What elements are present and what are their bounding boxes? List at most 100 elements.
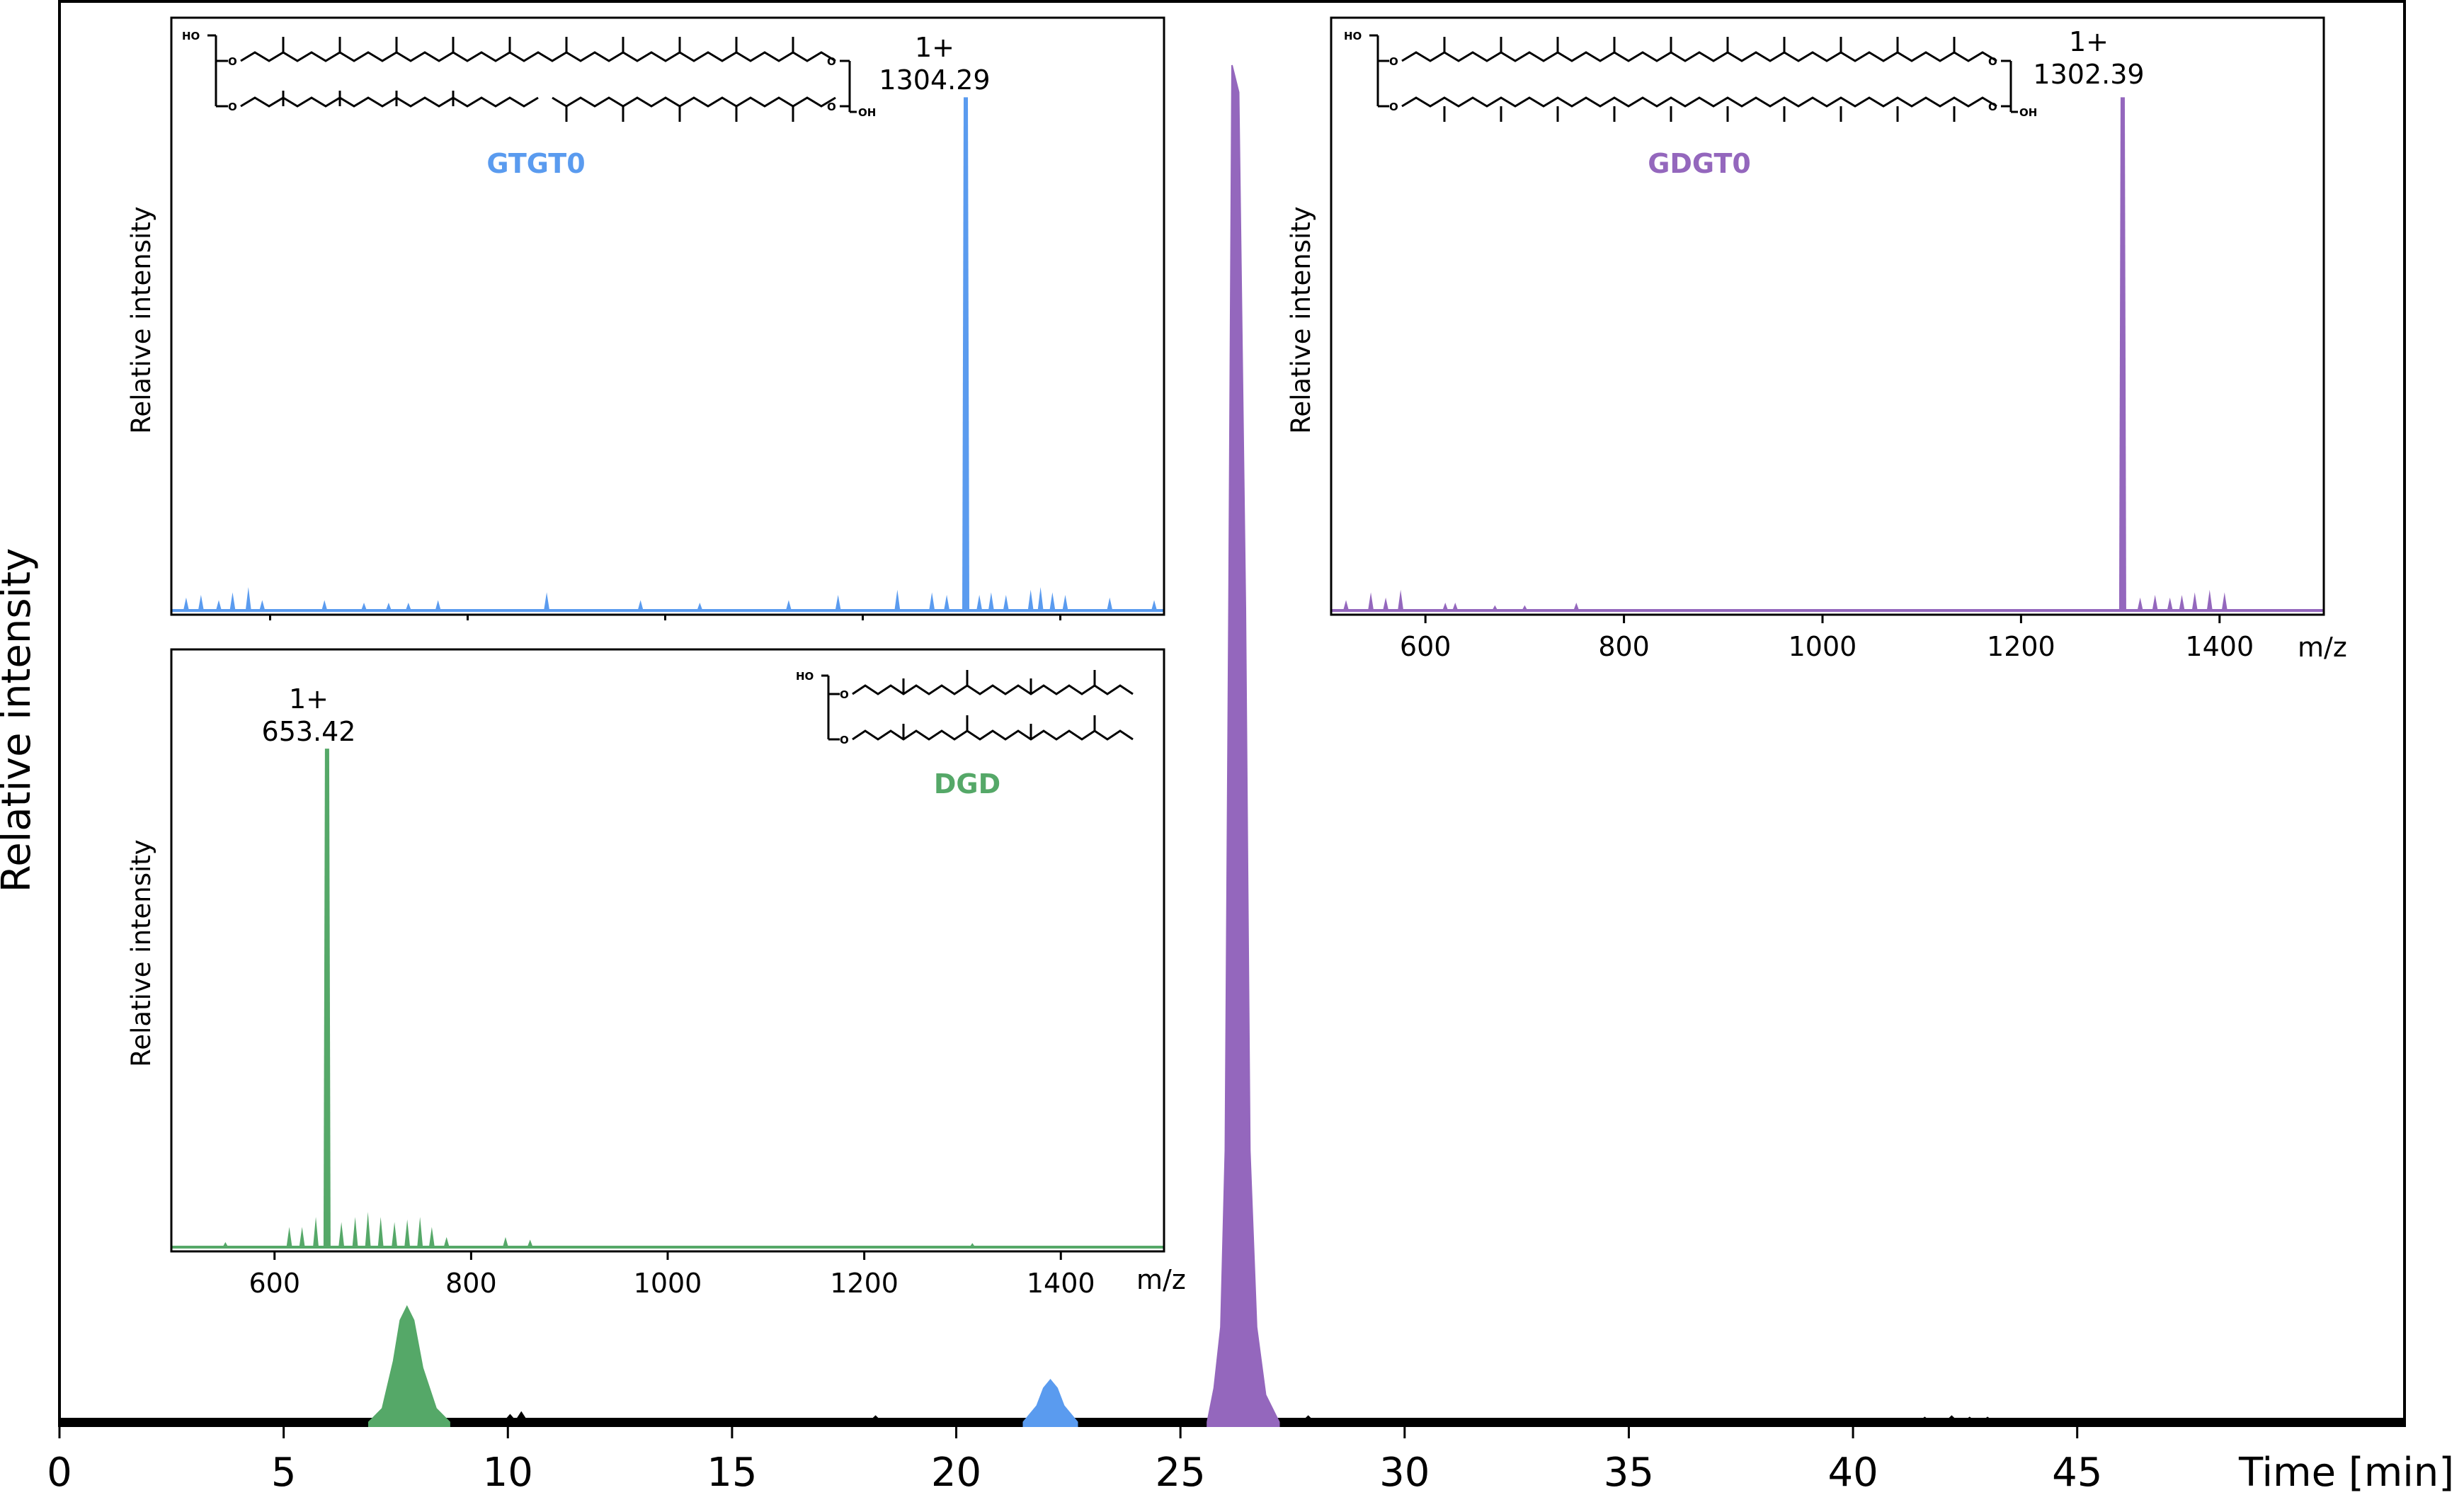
gtgt0-noise-peak-4 bbox=[245, 587, 251, 610]
gdgt0-peak-charge: 1+ bbox=[2069, 26, 2109, 57]
svg-text:HO: HO bbox=[796, 670, 814, 683]
gtgt0-noise-peak-25 bbox=[1062, 595, 1068, 610]
gdgt0-noise-peak-8 bbox=[1573, 603, 1580, 610]
chromatogram-noise-1 bbox=[514, 1411, 529, 1422]
gtgt0-structure: HO O O O O OH bbox=[182, 30, 876, 122]
gdgt0-main-peak bbox=[2118, 97, 2126, 610]
gtgt0-y-axis-label: Relative intensity bbox=[126, 206, 156, 433]
svg-text:O: O bbox=[840, 688, 849, 701]
svg-text:HO: HO bbox=[1344, 30, 1362, 42]
gtgt0-noise-peak-13 bbox=[697, 603, 703, 610]
gtgt0-peak-label: 1304.29 bbox=[879, 64, 990, 96]
chromatogram-noise-6 bbox=[1962, 1416, 1977, 1422]
gdgt0-structure: HO O O O O OH bbox=[1344, 30, 2037, 122]
inset-gtgt0: Relative intensity 1+ 1304.29 GTGT0 HO O… bbox=[126, 16, 1165, 620]
chromatogram-noise-0 bbox=[503, 1414, 518, 1422]
dgd-noise-peak-3 bbox=[313, 1217, 319, 1247]
gdgt0-spectrum bbox=[1331, 97, 2324, 612]
dgd-x-axis-label: m/z bbox=[1136, 1264, 1186, 1295]
gtgt0-noise-peak-5 bbox=[259, 600, 266, 610]
gdgt0-noise-peak-2 bbox=[1383, 597, 1389, 610]
inset-gdgt0: 600 800 1000 1200 1400 m/z Relative intensit… bbox=[1286, 16, 2347, 663]
gtgt0-noise-peak-12 bbox=[637, 600, 644, 610]
gtgt0-noise-peak-15 bbox=[835, 595, 841, 610]
dgd-structure: HO O O bbox=[796, 670, 1134, 746]
gdgt0-x-tick-label-800: 800 bbox=[1598, 631, 1650, 662]
dgd-noise-peak-9 bbox=[404, 1219, 411, 1247]
gtgt0-noise-peak-3 bbox=[229, 592, 236, 610]
chromatogram-y-axis-label: Relative intensity bbox=[0, 548, 40, 892]
gtgt0-noise-peak-7 bbox=[361, 603, 367, 610]
gtgt0-noise-peak-17 bbox=[929, 592, 935, 610]
gtgt0-noise-peak-11 bbox=[544, 592, 550, 610]
dgd-noise-peak-12 bbox=[443, 1237, 450, 1247]
chromatogram-x-tick-label-25: 25 bbox=[1156, 1450, 1206, 1495]
chromatogram-noise-3 bbox=[1301, 1415, 1316, 1422]
gdgt0-noise-peak-6 bbox=[1492, 605, 1498, 610]
chromatogram-x-tick-label-15: 15 bbox=[707, 1450, 757, 1495]
gdgt0-y-axis-label: Relative intensity bbox=[1286, 206, 1316, 433]
dgd-x-tick-label-800: 800 bbox=[445, 1268, 497, 1299]
gdgt0-noise-peak-11 bbox=[2167, 597, 2173, 610]
gtgt0-noise-peak-20 bbox=[988, 592, 994, 610]
gdgt0-frame bbox=[1330, 16, 2325, 616]
gtgt0-noise-peak-18 bbox=[944, 595, 950, 610]
chromatogram-noise-4 bbox=[1917, 1416, 1932, 1422]
chromatogram-series bbox=[59, 64, 2405, 1427]
chromatogram-x-ticks: 0 5 10 15 20 25 30 35 40 45 bbox=[47, 1426, 2102, 1495]
chromatogram-peak-dgd bbox=[368, 1304, 450, 1427]
dgd-noise-peak-1 bbox=[286, 1227, 292, 1247]
svg-text:OH: OH bbox=[2019, 106, 2037, 119]
svg-text:O: O bbox=[1988, 55, 1997, 68]
svg-text:O: O bbox=[827, 55, 836, 68]
svg-text:O: O bbox=[228, 101, 237, 113]
gtgt0-peak-charge: 1+ bbox=[915, 32, 954, 63]
gdgt0-compound-label: GDGT0 bbox=[1648, 148, 1751, 179]
dgd-noise-peak-5 bbox=[352, 1217, 358, 1247]
dgd-noise-peak-7 bbox=[377, 1217, 384, 1247]
chromatogram-peak-gdgt0 bbox=[1207, 64, 1280, 1427]
gdgt0-x-tick-label-1000: 1000 bbox=[1789, 631, 1857, 662]
gtgt0-noise-peak-16 bbox=[894, 589, 901, 610]
gtgt0-noise-peak-14 bbox=[785, 600, 792, 610]
gdgt0-noise-peak-1 bbox=[1368, 592, 1374, 610]
chromatogram-x-tick-label-30: 30 bbox=[1379, 1450, 1430, 1495]
gdgt0-noise-peak-7 bbox=[1522, 605, 1528, 610]
svg-text:O: O bbox=[1389, 101, 1398, 113]
chromatogram-x-tick-label-10: 10 bbox=[483, 1450, 533, 1495]
gdgt0-noise-peak-10 bbox=[2152, 595, 2158, 610]
gtgt0-noise-peak-22 bbox=[1027, 589, 1034, 610]
gdgt0-noise-peak-13 bbox=[2191, 592, 2198, 610]
dgd-noise-peak-11 bbox=[428, 1227, 435, 1247]
gtgt0-noise-peak-23 bbox=[1037, 587, 1044, 610]
dgd-x-tick-label-600: 600 bbox=[249, 1268, 300, 1299]
chromatogram-noise-5 bbox=[1944, 1415, 1959, 1422]
dgd-x-ticks: 600 800 1000 1200 1400 bbox=[249, 1251, 1095, 1299]
dgd-compound-label: DGD bbox=[934, 768, 1000, 800]
dgd-noise-peak-4 bbox=[338, 1222, 345, 1247]
dgd-noise-peak-0 bbox=[222, 1241, 229, 1247]
gdgt0-x-tick-label-600: 600 bbox=[1400, 631, 1451, 662]
inset-dgd: 600 800 1000 1200 1400 m/z Relative intensit… bbox=[126, 648, 1186, 1299]
dgd-noise-peak-13 bbox=[502, 1237, 508, 1247]
gdgt0-noise-peak-15 bbox=[2221, 592, 2228, 610]
gdgt0-x-tick-label-1200: 1200 bbox=[1987, 631, 2055, 662]
svg-text:O: O bbox=[1389, 55, 1398, 68]
dgd-noise-peak-8 bbox=[392, 1222, 398, 1247]
chromatogram-x-axis-label: Time [min] bbox=[2238, 1450, 2454, 1495]
svg-text:O: O bbox=[228, 55, 237, 68]
gtgt0-compound-label: GTGT0 bbox=[486, 148, 585, 179]
chromatogram-x-tick-label-20: 20 bbox=[931, 1450, 981, 1495]
gtgt0-noise-peak-10 bbox=[435, 600, 441, 610]
dgd-noise-peak-15 bbox=[969, 1243, 976, 1247]
chromatogram-x-tick-label-5: 5 bbox=[271, 1450, 297, 1495]
dgd-spectrum bbox=[171, 749, 1164, 1249]
gdgt0-noise-peak-12 bbox=[2179, 595, 2185, 610]
dgd-noise-peak-6 bbox=[365, 1212, 371, 1247]
gtgt0-spectrum bbox=[171, 97, 1164, 612]
dgd-x-tick-label-1200: 1200 bbox=[830, 1268, 899, 1299]
gdgt0-noise-peak-5 bbox=[1452, 603, 1459, 610]
chromatogram-x-tick-label-35: 35 bbox=[1604, 1450, 1654, 1495]
gdgt0-noise-peak-3 bbox=[1398, 589, 1404, 610]
